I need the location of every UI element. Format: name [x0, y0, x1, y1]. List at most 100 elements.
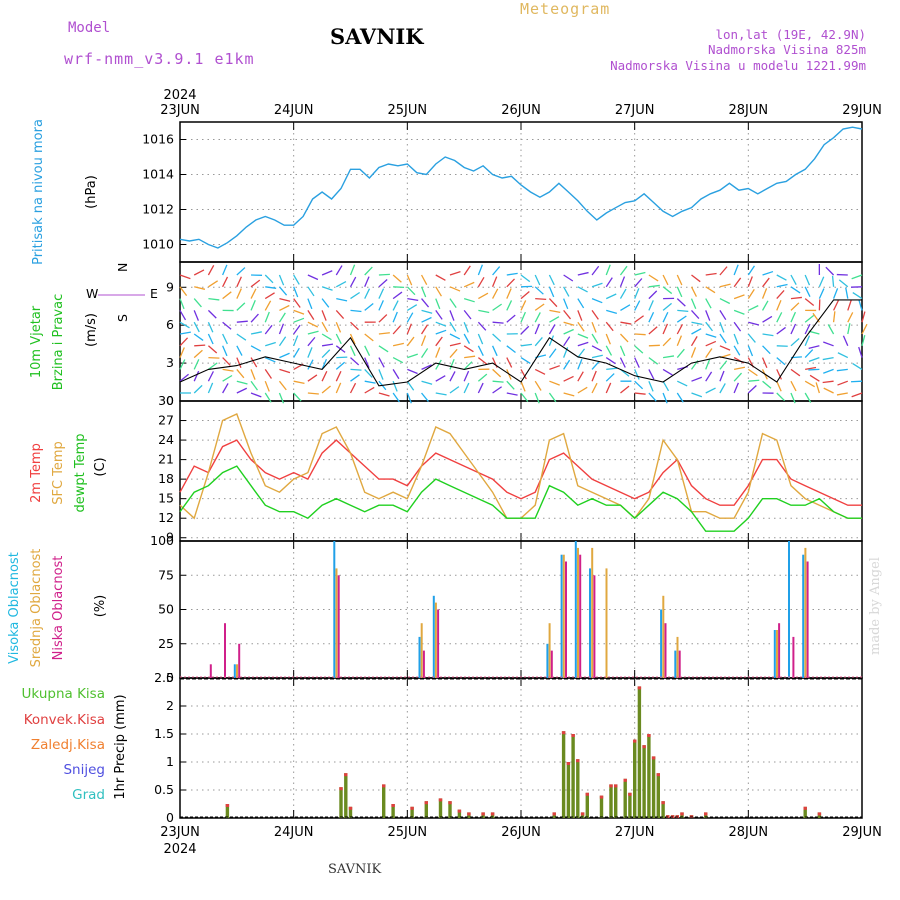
- wind-arrow: [463, 361, 473, 370]
- wind-arrow: [264, 292, 275, 300]
- wind-arrow: [804, 323, 811, 335]
- y-tick-label: 50: [158, 602, 174, 617]
- wind-arrow: [705, 348, 713, 358]
- wind-arrow: [307, 330, 319, 335]
- wind-arrow: [407, 297, 419, 301]
- precip-bar-top: [566, 762, 571, 765]
- wind-arrow: [677, 380, 688, 387]
- temp-line-0: [179, 439, 862, 506]
- wind-arrow: [605, 373, 615, 382]
- wind-arrow: [236, 320, 248, 323]
- wind-arrow: [193, 298, 202, 308]
- wind-arrow: [804, 274, 811, 286]
- wind-arrow: [577, 341, 589, 347]
- precip-bar: [457, 809, 462, 818]
- wind-arrow: [577, 271, 589, 276]
- precip-legend-0: Ukupna Kisa: [22, 686, 105, 702]
- wind-arrow: [506, 345, 516, 354]
- wind-arrow: [193, 310, 199, 321]
- cloud-bar: [778, 623, 781, 678]
- precip-bar: [585, 792, 589, 818]
- wind-arrow: [733, 366, 746, 371]
- precip-bar-top: [585, 792, 589, 796]
- cloud-bar: [662, 595, 665, 678]
- y-tick-label: 15: [158, 491, 174, 506]
- wind-arrow: [463, 309, 472, 320]
- year-label-top: 2024: [163, 88, 196, 103]
- cloud-bar: [802, 554, 805, 678]
- wind-arrow: [648, 311, 655, 323]
- wind-arrow: [236, 368, 245, 379]
- wind-arrow: [520, 274, 531, 283]
- wind-arrow: [264, 357, 276, 363]
- wind-arrow: [619, 357, 626, 368]
- wind-arrow: [307, 374, 318, 382]
- cloud-bar: [792, 636, 795, 678]
- wind-arrow: [605, 264, 611, 276]
- wind-arrow: [264, 300, 272, 311]
- wind-arrow: [477, 333, 484, 345]
- wind-arrow: [506, 278, 515, 288]
- wind-arrow: [790, 337, 800, 347]
- wind-arrow: [492, 321, 504, 324]
- wind-arrow: [364, 380, 376, 384]
- wind-arrow: [733, 382, 739, 394]
- wind-arrow: [591, 265, 600, 276]
- temp2m-axis-title: 2m Temp: [29, 443, 44, 503]
- wind-arrow: [477, 382, 484, 394]
- wind-arrow: [634, 380, 644, 390]
- x-tick-label-top: 28JUN: [729, 103, 769, 118]
- wind-arrow: [321, 343, 334, 347]
- wind-arrow: [491, 345, 498, 357]
- wind-arrow: [549, 309, 561, 313]
- precip-bar: [391, 804, 395, 818]
- wind-arrow: [335, 382, 342, 394]
- precip-bar: [382, 784, 386, 818]
- wind-arrow: [364, 357, 370, 368]
- wind-arrow: [250, 331, 262, 335]
- wind-arrow: [747, 368, 758, 377]
- wind-arrow: [350, 357, 360, 366]
- wind-arrow: [619, 288, 627, 299]
- wind-arrow: [808, 368, 820, 371]
- precip-bar-top: [490, 812, 495, 816]
- cloud-bar: [565, 561, 567, 678]
- wind-arrow: [719, 321, 725, 333]
- wind-arrow: [662, 392, 668, 404]
- wind-arrow: [605, 333, 611, 345]
- wind-arrow: [208, 362, 218, 370]
- wind-arrow: [837, 352, 849, 359]
- cloud-bar: [676, 636, 679, 678]
- wind-arrow: [676, 286, 683, 298]
- wind-arrow: [279, 304, 290, 311]
- wind-arrow: [662, 311, 669, 323]
- wind-arrow: [691, 392, 703, 398]
- wind-arrow: [207, 345, 218, 354]
- wind-arrow: [520, 343, 532, 347]
- precip-bar-top: [481, 812, 485, 816]
- precip-bar-top: [339, 787, 343, 791]
- precip-bar-top: [382, 784, 386, 788]
- wind-arrow: [250, 380, 259, 391]
- precip-bar-top: [628, 792, 632, 796]
- wind-arrow: [534, 312, 541, 323]
- wind-arrow: [548, 274, 555, 286]
- y-tick-label: 100: [150, 533, 174, 548]
- wind-arrow: [506, 380, 515, 390]
- wind-arrow: [293, 317, 305, 323]
- wind-arrow: [278, 323, 285, 335]
- precip-bar: [647, 734, 651, 818]
- wind-arrow: [392, 357, 404, 364]
- wind-arrow: [620, 321, 632, 325]
- wind-arrow: [406, 304, 418, 311]
- temp-line-2: [179, 465, 862, 532]
- cloud-bar: [224, 623, 226, 678]
- wind-arrow: [492, 380, 504, 383]
- precip-bar-top: [642, 745, 646, 749]
- compass-south: S: [115, 314, 130, 322]
- wind-arrow: [278, 336, 287, 347]
- precip-bar-top: [561, 731, 566, 735]
- wind-arrow: [250, 392, 262, 398]
- wind-arrow: [421, 392, 429, 402]
- wind-arrow: [179, 373, 189, 382]
